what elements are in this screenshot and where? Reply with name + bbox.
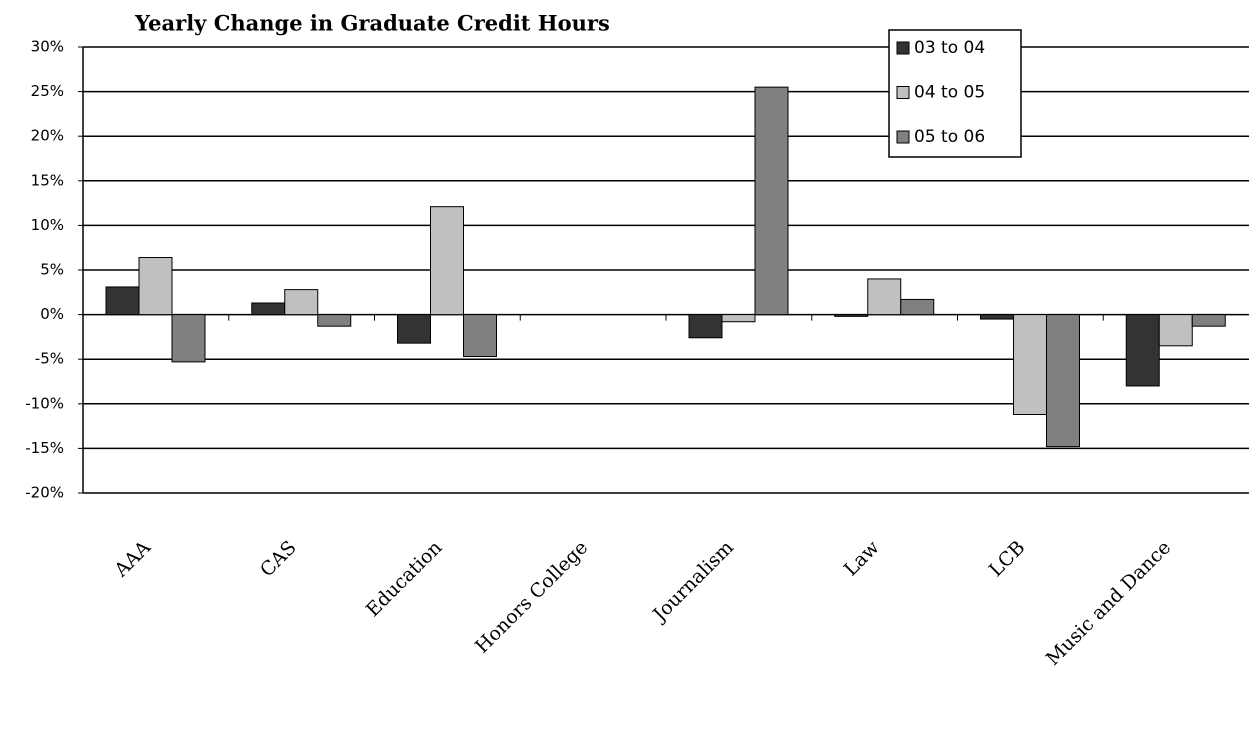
y-tick-label: 0% xyxy=(40,305,64,323)
chart-title: Yearly Change in Graduate Credit Hours xyxy=(134,11,610,36)
x-tick-label: Law xyxy=(840,536,885,581)
x-tick-label: AAA xyxy=(110,536,156,582)
x-tick-label: Education xyxy=(362,537,447,622)
bar xyxy=(688,314,723,339)
bar xyxy=(171,314,206,363)
legend-label: 03 to 04 xyxy=(914,38,985,58)
bar xyxy=(317,314,352,327)
legend-box xyxy=(888,29,1022,158)
y-tick-label: 5% xyxy=(40,261,64,279)
bar xyxy=(138,257,173,316)
bar xyxy=(1125,314,1160,387)
legend-label: 04 to 05 xyxy=(914,83,985,103)
bar xyxy=(1191,314,1226,327)
legend-label: 05 to 06 xyxy=(914,127,985,147)
y-tick-label: -20% xyxy=(25,484,64,502)
y-tick-label: 10% xyxy=(31,216,64,234)
x-tick-label: Music and Dance xyxy=(1042,537,1175,670)
legend: 03 to 04 04 to 05 05 to 06 xyxy=(888,29,1022,158)
y-tick-label: -10% xyxy=(25,394,64,412)
legend-swatch xyxy=(896,130,910,144)
bar xyxy=(721,314,756,323)
bar xyxy=(834,314,869,317)
bar xyxy=(1046,314,1080,448)
bar xyxy=(900,298,935,316)
legend-swatch xyxy=(896,41,910,55)
y-tick-label: 20% xyxy=(31,127,64,145)
bar xyxy=(463,314,497,358)
y-tick-label: 30% xyxy=(31,38,64,56)
y-tick-label: -5% xyxy=(35,350,64,368)
y-tick-label: 15% xyxy=(31,171,64,189)
x-tick-label: CAS xyxy=(256,537,301,582)
legend-swatch xyxy=(896,86,910,99)
bar xyxy=(397,314,431,344)
y-tick-label: -15% xyxy=(25,439,64,457)
bar xyxy=(754,86,789,316)
bar xyxy=(980,314,1014,320)
bar xyxy=(1158,314,1193,347)
x-tick-label: Journalism xyxy=(648,537,738,627)
x-tick-label: LCB xyxy=(985,537,1030,582)
bar xyxy=(251,302,286,316)
bar xyxy=(284,289,319,316)
bar xyxy=(430,206,464,316)
y-tick-label: 25% xyxy=(31,82,64,100)
bar xyxy=(867,278,902,316)
bar xyxy=(105,286,140,316)
x-tick-label: Honors College xyxy=(471,537,592,658)
bar xyxy=(1013,314,1047,416)
